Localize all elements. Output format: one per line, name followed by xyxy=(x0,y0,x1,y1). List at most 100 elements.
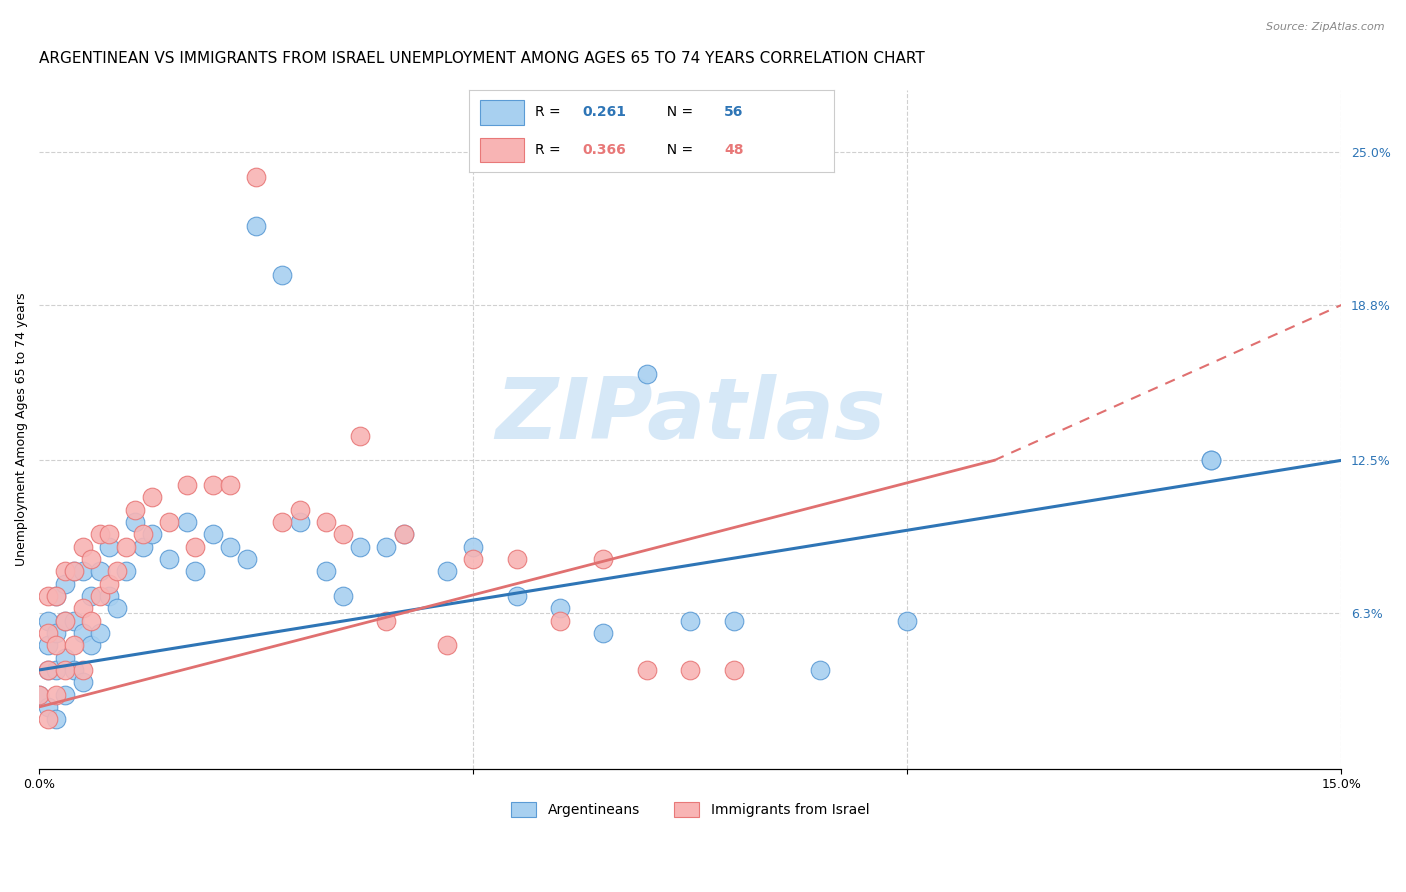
Point xyxy=(63,614,86,628)
Point xyxy=(53,614,76,628)
Point xyxy=(132,527,155,541)
Point xyxy=(288,502,311,516)
Point xyxy=(37,700,59,714)
Point xyxy=(53,614,76,628)
Point xyxy=(37,638,59,652)
Point xyxy=(80,589,103,603)
Point xyxy=(157,552,180,566)
Point xyxy=(63,638,86,652)
Point xyxy=(45,589,67,603)
Y-axis label: Unemployment Among Ages 65 to 74 years: Unemployment Among Ages 65 to 74 years xyxy=(15,293,28,566)
Point xyxy=(72,626,94,640)
Point xyxy=(392,527,415,541)
Point xyxy=(271,515,294,529)
Point xyxy=(184,540,207,554)
Point xyxy=(176,478,198,492)
Point xyxy=(45,712,67,726)
Point xyxy=(463,552,485,566)
Text: ARGENTINEAN VS IMMIGRANTS FROM ISRAEL UNEMPLOYMENT AMONG AGES 65 TO 74 YEARS COR: ARGENTINEAN VS IMMIGRANTS FROM ISRAEL UN… xyxy=(39,51,925,66)
Point xyxy=(89,589,111,603)
Point xyxy=(349,428,371,442)
Point xyxy=(810,663,832,677)
Point xyxy=(115,540,138,554)
Point xyxy=(124,502,146,516)
Point xyxy=(315,515,337,529)
Point xyxy=(37,589,59,603)
Point xyxy=(375,614,398,628)
Point xyxy=(141,527,163,541)
Point xyxy=(37,626,59,640)
Point xyxy=(176,515,198,529)
Point xyxy=(592,626,614,640)
Point xyxy=(271,268,294,283)
Point xyxy=(37,663,59,677)
Point xyxy=(72,540,94,554)
Point xyxy=(184,565,207,579)
Point xyxy=(97,576,120,591)
Point xyxy=(548,614,571,628)
Point xyxy=(436,638,458,652)
Point xyxy=(105,565,128,579)
Point xyxy=(63,565,86,579)
Point xyxy=(463,540,485,554)
Point xyxy=(332,527,354,541)
Point xyxy=(723,614,745,628)
Point xyxy=(1199,453,1222,467)
Point xyxy=(332,589,354,603)
Point xyxy=(53,576,76,591)
Point xyxy=(72,663,94,677)
Point xyxy=(896,614,918,628)
Point xyxy=(28,688,51,702)
Point xyxy=(245,219,267,233)
Point xyxy=(97,540,120,554)
Point xyxy=(37,663,59,677)
Point xyxy=(124,515,146,529)
Point xyxy=(132,540,155,554)
Point xyxy=(723,663,745,677)
Point xyxy=(63,565,86,579)
Point xyxy=(375,540,398,554)
Point xyxy=(115,565,138,579)
Point xyxy=(45,626,67,640)
Point xyxy=(1199,453,1222,467)
Point xyxy=(72,565,94,579)
Point xyxy=(436,565,458,579)
Point xyxy=(97,527,120,541)
Text: Source: ZipAtlas.com: Source: ZipAtlas.com xyxy=(1267,22,1385,32)
Point xyxy=(636,367,658,381)
Point xyxy=(80,552,103,566)
Point xyxy=(505,589,527,603)
Point xyxy=(505,552,527,566)
Point xyxy=(679,663,702,677)
Point xyxy=(89,565,111,579)
Point xyxy=(63,663,86,677)
Point xyxy=(201,478,224,492)
Point xyxy=(592,552,614,566)
Point xyxy=(53,663,76,677)
Point xyxy=(392,527,415,541)
Point xyxy=(89,626,111,640)
Point xyxy=(45,663,67,677)
Point xyxy=(89,527,111,541)
Point xyxy=(288,515,311,529)
Point xyxy=(219,540,242,554)
Point xyxy=(219,478,242,492)
Point xyxy=(157,515,180,529)
Point xyxy=(45,638,67,652)
Legend: Argentineans, Immigrants from Israel: Argentineans, Immigrants from Israel xyxy=(506,797,875,822)
Point xyxy=(548,601,571,615)
Point xyxy=(28,688,51,702)
Point xyxy=(636,663,658,677)
Point xyxy=(72,601,94,615)
Point xyxy=(245,169,267,184)
Point xyxy=(37,712,59,726)
Point xyxy=(97,589,120,603)
Point xyxy=(72,675,94,690)
Point xyxy=(349,540,371,554)
Point xyxy=(37,614,59,628)
Point xyxy=(53,650,76,665)
Point xyxy=(45,589,67,603)
Point xyxy=(53,688,76,702)
Point xyxy=(105,601,128,615)
Point xyxy=(679,614,702,628)
